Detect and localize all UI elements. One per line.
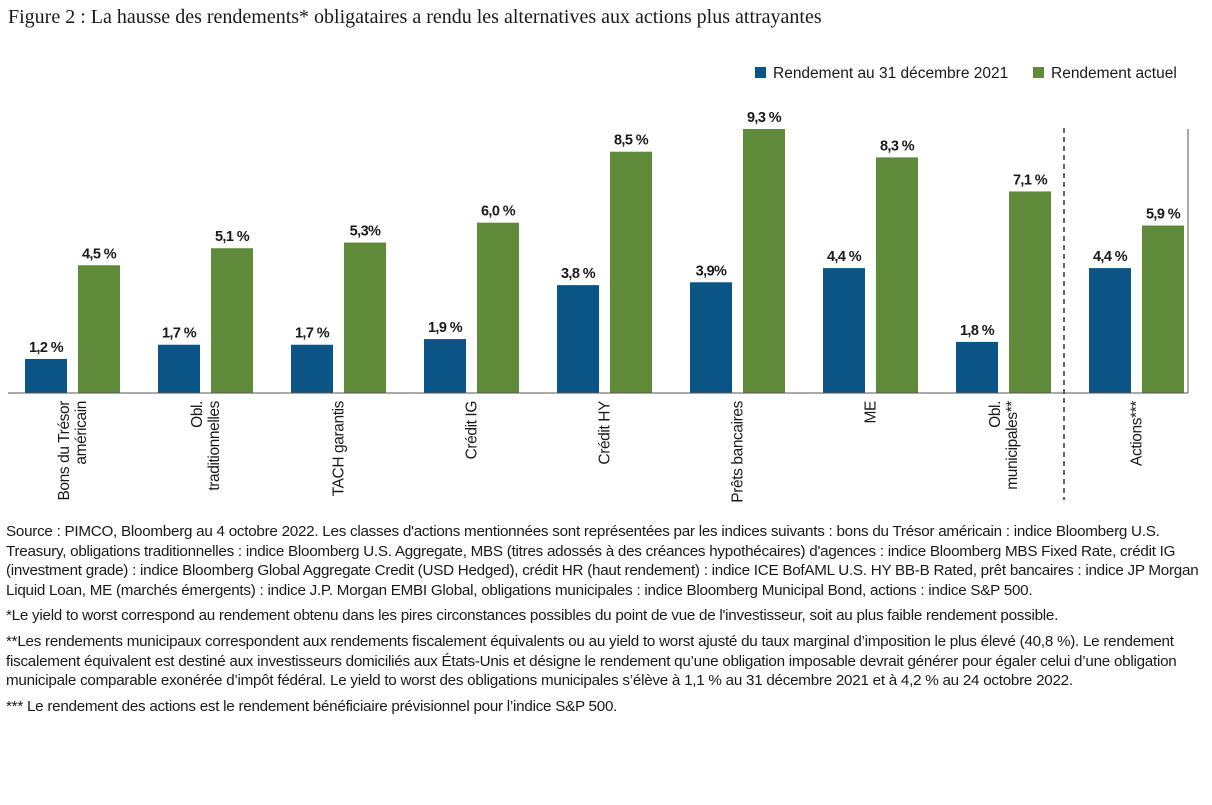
legend-swatch-1 <box>755 67 766 78</box>
data-label: 3,8 % <box>561 266 596 282</box>
data-label: 5,9 % <box>1146 207 1181 223</box>
bar-current-5 <box>743 129 785 393</box>
bar-current-1 <box>211 248 253 393</box>
bar-current-7 <box>1009 191 1051 393</box>
data-label: 1,7 % <box>295 326 330 342</box>
category-label: ME <box>863 401 880 424</box>
data-label: 9,3 % <box>747 110 782 126</box>
legend-swatch-2 <box>1033 67 1044 78</box>
bar-dec2021-2 <box>291 344 333 393</box>
bar-dec2021-6 <box>823 268 865 393</box>
category-label: TACH garantis <box>331 400 348 496</box>
footnote-municipal: **Les rendements municipaux corresponden… <box>6 632 1177 690</box>
category-label: Obl.traditionnelles <box>189 400 223 490</box>
data-label: 1,7 % <box>162 326 197 342</box>
data-label: 1,9 % <box>428 320 463 336</box>
source-note: Source : PIMCO, Bloomberg au 4 octobre 2… <box>6 523 1199 599</box>
bar-dec2021-5 <box>690 282 732 393</box>
data-label: 5,1 % <box>215 229 250 245</box>
data-label: 5,3% <box>350 224 381 240</box>
chart-title: Figure 2 : La hausse des rendements* obl… <box>8 6 822 28</box>
data-label: 7,1 % <box>1013 172 1048 188</box>
bar-chart: Rendement au 31 décembre 2021 Rendement a… <box>8 65 1189 503</box>
category-label: Actions*** <box>1129 401 1146 466</box>
bar-dec2021-0 <box>25 358 67 393</box>
bar-current-3 <box>477 222 519 393</box>
bar-current-0 <box>78 265 120 393</box>
bar-dec2021-1 <box>158 344 200 393</box>
data-label: 4,5 % <box>82 246 117 262</box>
bar-current-2 <box>344 242 386 393</box>
bar-dec2021-4 <box>557 285 599 393</box>
data-label: 8,5 % <box>614 133 649 149</box>
category-label: Bons du Trésoraméricain <box>56 401 90 501</box>
bar-current-8 <box>1142 225 1184 393</box>
footnote-yield-to-worst: *Le yield to worst correspond au rendeme… <box>6 607 1059 625</box>
bar-dec2021-3 <box>424 339 466 393</box>
legend-label-1: Rendement au 31 décembre 2021 <box>773 65 1008 82</box>
footnote-equities: *** Le rendement des actions est le rend… <box>6 697 618 715</box>
category-label: Prêts bancaires <box>730 400 747 502</box>
bar-dec2021-8 <box>1089 268 1131 393</box>
legend-label-2: Rendement actuel <box>1051 65 1177 82</box>
data-label: 6,0 % <box>481 204 516 220</box>
data-label: 1,2 % <box>29 340 64 356</box>
data-label: 8,3 % <box>880 138 915 154</box>
bar-current-6 <box>876 157 918 393</box>
category-label: Crédit HY <box>597 401 614 465</box>
category-label: Obl.municipales** <box>987 401 1021 490</box>
bar-dec2021-7 <box>956 341 998 393</box>
chart-notes: Source : PIMCO, Bloomberg au 4 octobre 2… <box>6 522 1206 722</box>
data-label: 4,4 % <box>827 249 862 265</box>
bar-current-4 <box>610 151 652 393</box>
category-label: Crédit IG <box>464 401 481 459</box>
data-label: 3,9% <box>696 263 727 279</box>
data-label: 1,8 % <box>960 323 995 339</box>
data-label: 4,4 % <box>1093 249 1128 265</box>
